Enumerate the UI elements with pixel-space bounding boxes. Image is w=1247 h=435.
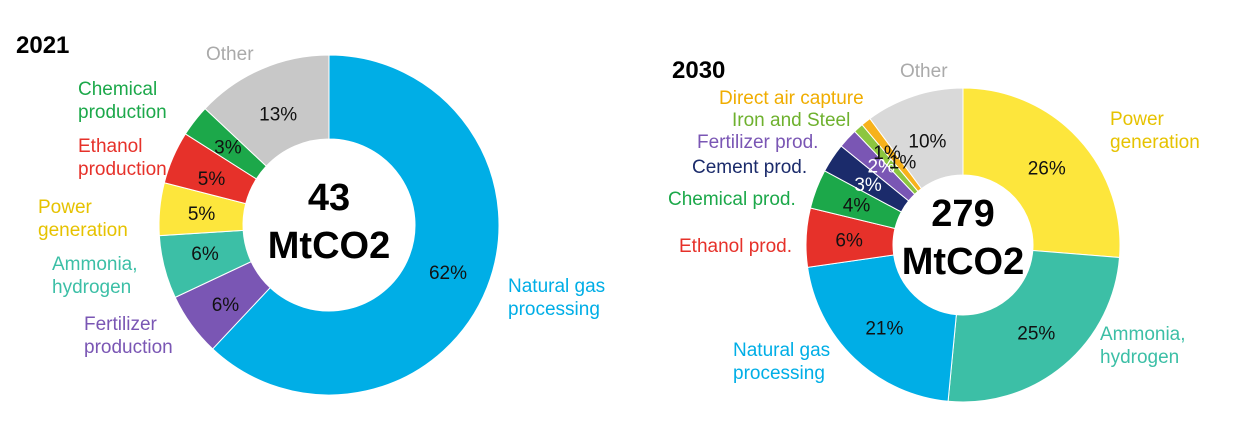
percent-labels-2030: 26%25%21%6%4%3%2%1%1%10% <box>835 132 1065 345</box>
center-unit-2021: MtCO2 <box>268 225 390 267</box>
donut-chart-2030: 2030 279 MtCO2 26%25%21%6%4%3%2%1%1%10% … <box>668 57 1200 403</box>
percent-label-2030-chemical-prod: 4% <box>843 195 871 216</box>
percent-label-2030-iron-and-steel: 1% <box>873 143 901 164</box>
slice-2030-other <box>869 87 964 190</box>
category-label-2021-other-line1: Other <box>206 44 254 65</box>
percent-label-2021-natural-gas-processing: 62% <box>429 263 467 284</box>
category-label-2021-natural-gas-processing-line1: Natural gas <box>508 276 605 297</box>
category-label-2021-power-generation-line2: generation <box>38 220 128 241</box>
slice-2021-other <box>204 54 330 167</box>
category-label-2030-cement-prod-line1: Cement prod. <box>692 157 807 178</box>
category-label-2021-natural-gas-processing-line2: processing <box>508 299 600 320</box>
category-label-2030-other-line1: Other <box>900 61 948 82</box>
slices-2021 <box>158 54 500 396</box>
percent-label-2030-power-generation: 26% <box>1028 159 1066 180</box>
percent-label-2030-ammonia-hydrogen: 25% <box>1017 323 1055 344</box>
category-label-2021-chemical-production-line1: Chemical <box>78 79 157 100</box>
center-unit-2030: MtCO2 <box>902 241 1024 283</box>
category-label-2030-ethanol-prod-line1: Ethanol prod. <box>679 236 792 257</box>
category-label-2021-fertilizer-production-line1: Fertilizer <box>84 314 158 335</box>
percent-label-2030-direct-air-capture: 1% <box>889 152 917 173</box>
donut-chart-2021: 2021 43 MtCO2 62% 6% 6% 5% 5% 3% 13% Natural g… <box>16 32 605 396</box>
percent-label-2021-ethanol-production: 5% <box>198 169 226 190</box>
percent-label-2030-natural-gas-processing: 21% <box>865 319 903 340</box>
category-label-2021-ethanol-production-line1: Ethanol <box>78 136 142 157</box>
slices-2030 <box>805 87 1121 403</box>
category-label-2021-ethanol-production-line2: production <box>78 159 167 180</box>
percent-labels-2021: 62% 6% 6% 5% 5% 3% 13% <box>188 105 467 317</box>
category-label-2021-fertilizer-production-line2: production <box>84 337 173 358</box>
category-label-2030-iron-and-steel-line1: Iron and Steel <box>732 110 850 131</box>
category-labels-2021: Natural gasprocessingFertilizerproductio… <box>38 44 605 358</box>
category-label-2021-chemical-production-line2: production <box>78 102 167 123</box>
percent-label-2021-other: 13% <box>259 105 297 126</box>
category-label-2030-fertilizer-prod-line1: Fertilizer prod. <box>697 132 818 153</box>
percent-label-2030-cement-prod: 3% <box>854 175 882 196</box>
percent-label-2030-fertilizer-prod: 2% <box>868 157 896 178</box>
category-label-2021-power-generation-line1: Power <box>38 197 93 218</box>
percent-label-2021-chemical-production: 3% <box>214 138 242 159</box>
slice-2030-power-generation <box>962 87 1121 258</box>
percent-label-2030-other: 10% <box>908 132 946 153</box>
chart-title-2021: 2021 <box>16 32 69 59</box>
percent-label-2021-fertilizer-production: 6% <box>212 295 240 316</box>
chart-title-2030: 2030 <box>672 57 725 84</box>
category-label-2030-power-generation-line1: Power <box>1110 109 1165 130</box>
slice-2030-ammonia-hydrogen <box>947 250 1121 403</box>
category-label-2030-natural-gas-processing-line1: Natural gas <box>733 340 830 361</box>
category-label-2030-natural-gas-processing-line2: processing <box>733 363 825 384</box>
category-label-2030-direct-air-capture-line1: Direct air capture <box>719 88 864 109</box>
category-label-2030-chemical-prod-line1: Chemical prod. <box>668 189 796 210</box>
slice-2021-natural-gas-processing <box>211 54 500 396</box>
category-label-2030-ammonia-hydrogen-line1: Ammonia, <box>1100 324 1186 345</box>
category-label-2021-ammonia-hydrogen-line1: Ammonia, <box>52 254 138 275</box>
category-label-2030-power-generation-line2: generation <box>1110 132 1200 153</box>
percent-label-2030-ethanol-prod: 6% <box>835 231 863 252</box>
category-label-2030-ammonia-hydrogen-line2: hydrogen <box>1100 347 1179 368</box>
percent-label-2021-power-generation: 5% <box>188 204 216 225</box>
center-value-2030: 279 <box>931 193 994 235</box>
category-label-2021-ammonia-hydrogen-line2: hydrogen <box>52 277 131 298</box>
slice-2030-natural-gas-processing <box>807 254 957 402</box>
center-value-2021: 43 <box>308 177 350 219</box>
percent-label-2021-ammonia-hydrogen: 6% <box>191 244 219 265</box>
